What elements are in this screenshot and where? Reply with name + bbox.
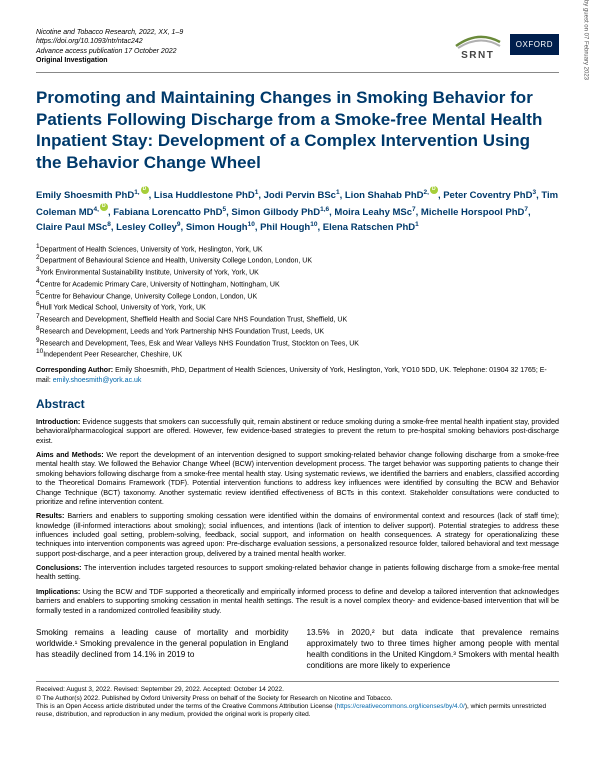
affiliation-line: 3York Environmental Sustainability Insti… bbox=[36, 266, 559, 278]
license-line: This is an Open Access article distribut… bbox=[36, 703, 559, 720]
affiliation-line: 10Independent Peer Researcher, Cheshire,… bbox=[36, 348, 559, 360]
header-divider bbox=[36, 72, 559, 73]
aims-text: We report the development of an interven… bbox=[36, 450, 559, 506]
body-col-left: Smoking remains a leading cause of morta… bbox=[36, 627, 289, 671]
aims-label: Aims and Methods: bbox=[36, 450, 104, 459]
abstract-implications: Implications: Using the BCW and TDF supp… bbox=[36, 587, 559, 615]
footer-divider bbox=[36, 681, 559, 682]
srnt-text: SRNT bbox=[461, 50, 494, 61]
journal-line: Nicotine and Tobacco Research, 2022, XX,… bbox=[36, 28, 183, 37]
abstract-aims: Aims and Methods: We report the developm… bbox=[36, 450, 559, 506]
affiliation-line: 2Department of Behavioural Science and H… bbox=[36, 254, 559, 266]
implications-text: Using the BCW and TDF supported a theore… bbox=[36, 587, 559, 615]
implications-label: Implications: bbox=[36, 587, 80, 596]
abstract-introduction: Introduction: Evidence suggests that smo… bbox=[36, 417, 559, 445]
body-col-right: 13.5% in 2020,² but data indicate that p… bbox=[307, 627, 560, 671]
intro-text: Evidence suggests that smokers can succe… bbox=[36, 417, 559, 445]
conclusions-text: The intervention includes targeted resou… bbox=[36, 563, 559, 581]
abstract-results: Results: Barriers and enablers to suppor… bbox=[36, 511, 559, 558]
publisher-logos: SRNT OXFORD bbox=[454, 28, 559, 61]
page-header: Nicotine and Tobacco Research, 2022, XX,… bbox=[36, 28, 559, 66]
srnt-logo: SRNT bbox=[454, 28, 502, 61]
license-pre: This is an Open Access article distribut… bbox=[36, 703, 337, 710]
abstract-conclusions: Conclusions: The intervention includes t… bbox=[36, 563, 559, 582]
affiliation-line: 1Department of Health Sciences, Universi… bbox=[36, 243, 559, 255]
results-label: Results: bbox=[36, 511, 64, 520]
affiliation-line: 5Centre for Behaviour Change, University… bbox=[36, 290, 559, 302]
affiliation-line: 7Research and Development, Sheffield Hea… bbox=[36, 313, 559, 325]
corresponding-author: Corresponding Author: Emily Shoesmith, P… bbox=[36, 366, 559, 385]
affiliation-line: 8Research and Development, Leeds and Yor… bbox=[36, 325, 559, 337]
download-watermark: Downloaded from https://academic.oup.com… bbox=[583, 0, 589, 80]
abstract-heading: Abstract bbox=[36, 397, 559, 411]
affiliation-line: 9Research and Development, Tees, Esk and… bbox=[36, 337, 559, 349]
conclusions-label: Conclusions: bbox=[36, 563, 82, 572]
oxford-badge: OXFORD bbox=[510, 34, 559, 55]
author-list: Emily Shoesmith PhD1,, Lisa Huddlestone … bbox=[36, 186, 559, 235]
article-title: Promoting and Maintaining Changes in Smo… bbox=[36, 87, 559, 174]
received-line: Received: August 3, 2022. Revised: Septe… bbox=[36, 686, 559, 694]
srnt-swoosh-icon bbox=[454, 28, 502, 50]
intro-label: Introduction: bbox=[36, 417, 80, 426]
corresponding-label: Corresponding Author: bbox=[36, 367, 113, 374]
corresponding-email[interactable]: emily.shoesmith@york.ac.uk bbox=[53, 377, 142, 384]
affiliation-line: 4Centre for Academic Primary Care, Unive… bbox=[36, 278, 559, 290]
license-link[interactable]: https://creativecommons.org/licenses/by/… bbox=[337, 703, 465, 710]
doi-line: https://doi.org/10.1093/ntr/ntac242 bbox=[36, 37, 183, 46]
page-footer: Received: August 3, 2022. Revised: Septe… bbox=[36, 686, 559, 720]
journal-meta: Nicotine and Tobacco Research, 2022, XX,… bbox=[36, 28, 183, 66]
results-text: Barriers and enablers to supporting smok… bbox=[36, 511, 559, 557]
advance-line: Advance access publication 17 October 20… bbox=[36, 47, 183, 56]
affiliation-line: 6Hull York Medical School, University of… bbox=[36, 301, 559, 313]
copyright-line: © The Author(s) 2022. Published by Oxfor… bbox=[36, 695, 559, 703]
affiliations-list: 1Department of Health Sciences, Universi… bbox=[36, 243, 559, 361]
body-columns: Smoking remains a leading cause of morta… bbox=[36, 627, 559, 671]
article-type: Original Investigation bbox=[36, 56, 183, 65]
